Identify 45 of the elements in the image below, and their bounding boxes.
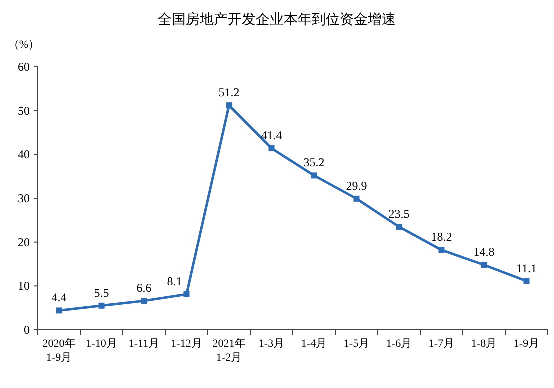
x-tick-label: 2020年 1-9月 [42,338,76,364]
data-label: 41.4 [261,128,282,143]
y-tick-label: 40 [18,148,30,162]
data-label: 23.5 [388,206,410,221]
data-label: 11.1 [516,261,538,276]
data-label: 8.1 [167,274,182,288]
point [524,278,530,284]
x-tick-label: 1-9月 [514,338,540,350]
data-label: 6.6 [136,281,152,296]
data-label: 14.8 [474,245,495,260]
chart-title: 全国房地产开发企业本年到位资金增速 [158,11,396,27]
data-label: 4.4 [52,290,67,305]
x-tick-label: 1-5月 [344,338,370,350]
x-tick-label: 1-6月 [386,338,412,350]
y-tick-label: 10 [18,279,30,294]
data-label: 18.2 [431,230,452,244]
data-label: 29.9 [346,178,368,193]
point [141,298,148,304]
x-tick-label: 1-12月 [171,338,202,350]
y-tick-label: 20 [18,235,30,250]
y-tick-label: 60 [18,60,30,74]
x-tick-label: 1-10月 [86,338,118,350]
y-axis-title: （%） [8,39,40,51]
point [184,291,190,298]
point [98,302,105,309]
data-label: 51.2 [218,86,240,100]
x-tick-label: 1-7月 [428,338,455,350]
point [56,308,62,314]
x-tick-label: 1-11月 [128,338,160,350]
x-tick-label: 1-3月 [258,338,285,350]
point [311,172,318,179]
x-tick-label: 1-4月 [301,338,328,350]
point [438,247,445,254]
data-label: 35.2 [304,156,325,170]
point [354,196,360,202]
point [396,224,402,230]
x-tick-label: 2021年 1-2月 [212,338,246,364]
point [226,102,232,109]
y-tick-label: 0 [24,323,30,337]
y-tick-label: 50 [18,104,30,118]
point [481,262,488,268]
point [268,146,275,152]
x-tick-label: 1-8月 [471,338,498,350]
data-label: 5.5 [94,286,110,300]
y-tick-label: 30 [18,192,30,206]
